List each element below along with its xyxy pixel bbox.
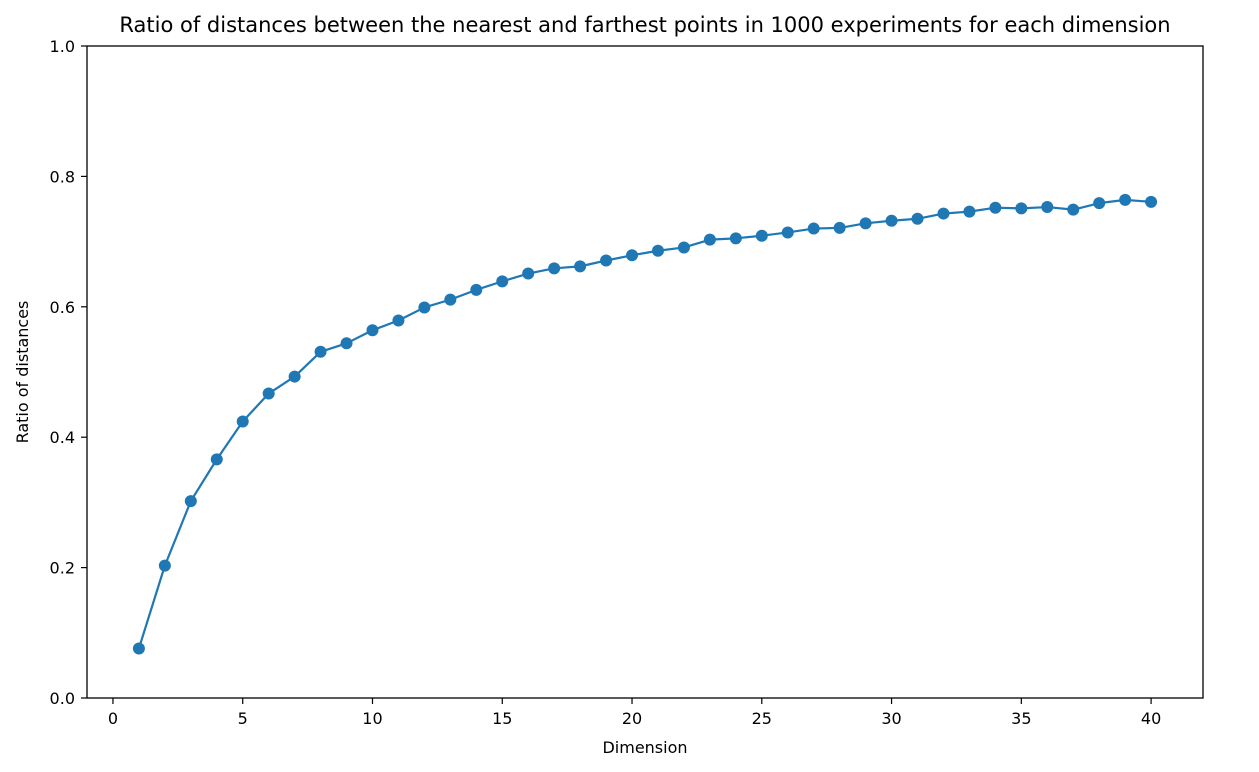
data-point [366,324,379,337]
data-point [1041,201,1054,214]
data-point [729,232,742,245]
y-axis-label: Ratio of distances [13,301,32,444]
data-point [132,642,145,655]
plot-area [86,45,1204,699]
data-point [314,345,327,358]
data-point [522,267,535,280]
series-line [137,198,1152,649]
data-point [210,453,223,466]
x-tick-label: 20 [622,709,642,728]
data-point [496,275,509,288]
y-tick-label: 0.6 [50,298,75,317]
x-tick-label: 35 [1011,709,1031,728]
y-tick-label: 0.4 [50,428,75,447]
plot-frame [86,45,1204,699]
data-point [574,260,587,273]
y-tick-label: 0.0 [50,689,75,708]
data-point [288,370,301,383]
y-axis: 0.0 0.2 0.4 0.6 0.8 1.0 [50,37,87,708]
data-point [911,212,924,225]
data-point [989,201,1002,214]
data-point [703,233,716,246]
y-tick-label: 1.0 [50,37,75,56]
chart-title: Ratio of distances between the nearest a… [119,13,1170,37]
data-point [755,229,768,242]
data-point [1093,197,1106,210]
data-point [1119,193,1132,206]
x-tick-label: 0 [108,709,118,728]
data-point [626,249,639,262]
data-point [392,314,405,327]
x-tick-label: 10 [362,709,382,728]
data-point [236,415,249,428]
data-point [1145,195,1158,208]
data-point [470,283,483,296]
data-point [184,495,197,508]
x-tick-label: 25 [752,709,772,728]
y-tick-label: 0.2 [50,559,75,578]
data-point [885,214,898,227]
data-point [859,217,872,230]
data-point [548,262,561,275]
x-tick-label: 5 [238,709,248,728]
y-tick-label: 0.8 [50,167,75,186]
data-point [937,207,950,220]
data-point [781,226,794,239]
data-point [651,244,664,257]
data-point [444,293,457,306]
data-point [963,205,976,218]
x-tick-label: 40 [1141,709,1161,728]
data-point [340,337,353,350]
series-layer [132,193,1158,655]
data-point [807,222,820,235]
data-point [600,254,613,267]
data-point [418,301,431,314]
x-tick-label: 30 [881,709,901,728]
data-point [1015,202,1028,215]
data-point [833,221,846,234]
x-tick-label: 15 [492,709,512,728]
data-point [1067,203,1080,216]
data-point [262,387,275,400]
x-axis: 0 5 10 15 20 25 30 35 40 [108,698,1161,728]
x-axis-label: Dimension [602,738,687,757]
data-point [158,559,171,572]
data-point [677,241,690,254]
